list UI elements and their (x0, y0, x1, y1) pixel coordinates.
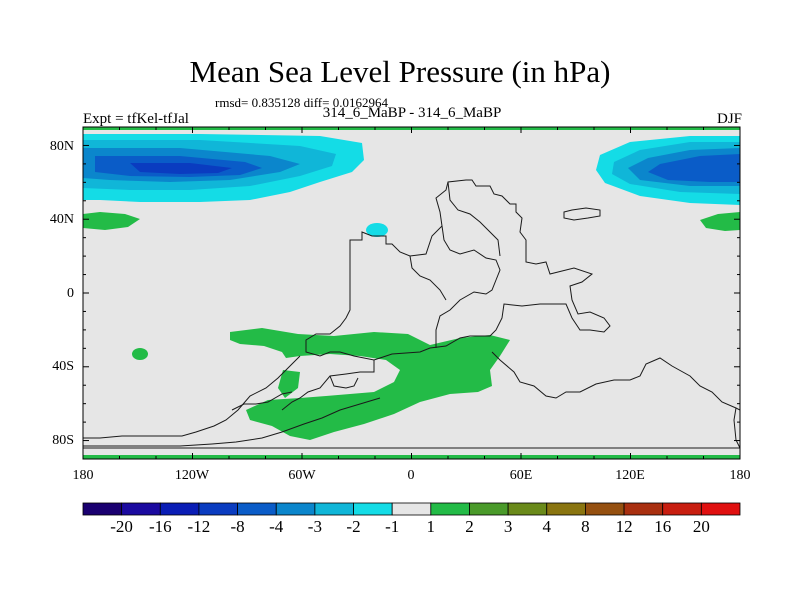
colorbar-label: 16 (654, 517, 672, 536)
colorbar-swatch (585, 502, 625, 516)
colorbar-label: -8 (230, 517, 245, 536)
colorbar-label: 20 (692, 517, 710, 536)
colorbar-swatch (353, 502, 393, 516)
page-title: Mean Sea Level Pressure (in hPa) (189, 54, 611, 89)
negative-anomaly-arctic-west (83, 134, 364, 202)
lon-label-60e: 60E (509, 468, 533, 483)
colorbar-label: -4 (269, 517, 284, 536)
lon-label-120w: 120W (174, 468, 210, 483)
colorbar-label: -12 (187, 517, 211, 536)
colorbar-label: 3 (503, 517, 513, 536)
lon-label-180e: 180 (729, 468, 751, 483)
negative-anomaly-arctic-east (596, 136, 740, 205)
colorbar-swatch (391, 502, 432, 516)
season-label: DJF (716, 111, 742, 127)
colorbar-label: -3 (307, 517, 322, 536)
colorbar-swatch (82, 502, 123, 516)
lat-label-0: 0 (67, 286, 74, 301)
stats-label: rmsd= 0.835128 diff= 0.0162964 (215, 95, 388, 110)
lat-label-40s: 40S (52, 359, 74, 374)
colorbar-swatch (275, 502, 316, 516)
colorbar-label: 12 (615, 517, 633, 536)
lon-label-60w: 60W (288, 468, 316, 483)
colorbar-swatch (662, 502, 702, 516)
colorbar-label: -20 (110, 517, 133, 536)
lat-label-80n: 80N (49, 139, 74, 154)
experiment-subtitle: 314_6_MaBP - 314_6_MaBP (322, 105, 502, 121)
colorbar-label: 8 (581, 517, 590, 536)
colorbar-swatch (700, 502, 741, 516)
colorbar-label: 4 (542, 517, 552, 536)
experiment-label: Expt = tfKel-tfJal (83, 111, 189, 127)
colorbar-label: 1 (426, 517, 436, 536)
lon-label-180w: 180 (72, 468, 94, 483)
negative-anomaly-blob (366, 223, 388, 237)
colorbar-swatch (430, 502, 470, 516)
lon-label-0: 0 (407, 468, 415, 483)
lat-label-40n: 40N (49, 212, 74, 227)
colorbar-label: -1 (385, 517, 400, 536)
lon-label-120e: 120E (615, 468, 645, 483)
colorbar-swatch (198, 502, 238, 516)
coastlines (83, 179, 740, 449)
colorbar-swatch (237, 502, 277, 516)
colorbar-label: -2 (346, 517, 361, 536)
axis-ticks (82, 126, 741, 460)
colorbar-swatch (507, 502, 548, 516)
colorbar (82, 502, 741, 516)
colorbar-label: -16 (148, 517, 172, 536)
colorbar-label: 2 (465, 517, 474, 536)
colorbar-swatch (159, 502, 200, 516)
colorbar-swatch (546, 502, 586, 516)
colorbar-swatch (314, 502, 354, 516)
colorbar-swatch (469, 502, 509, 516)
lat-label-80s: 80S (52, 433, 74, 448)
colorbar-swatch (121, 502, 161, 516)
colorbar-swatch (623, 502, 664, 516)
